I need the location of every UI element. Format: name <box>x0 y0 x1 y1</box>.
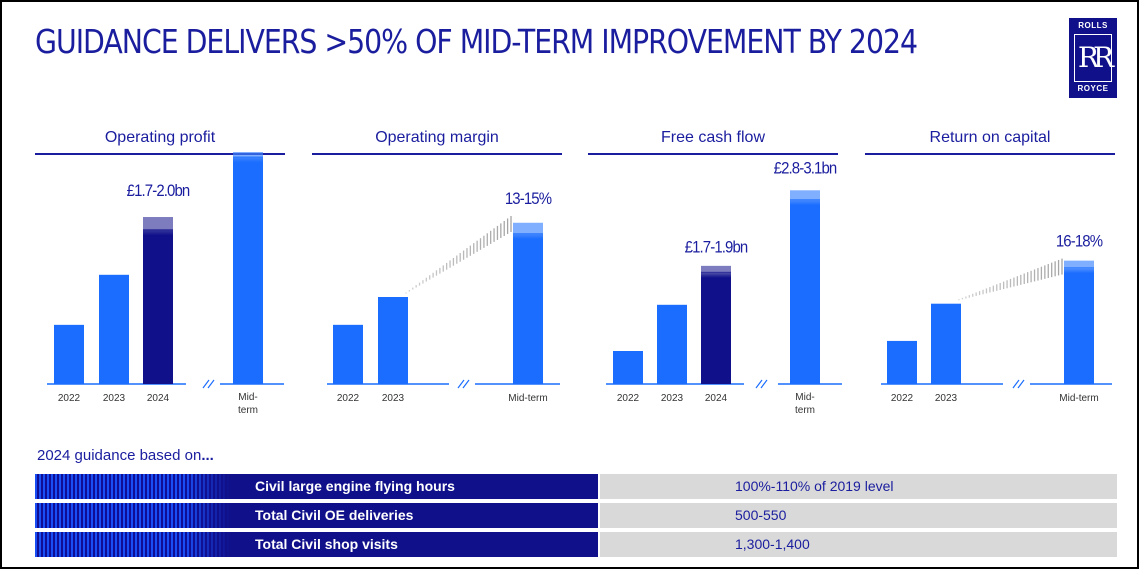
axis-break-mark <box>457 379 465 389</box>
row-label: Total Civil OE deliveries <box>255 507 414 523</box>
row-stripe-fade <box>185 503 230 528</box>
tick-label: 2022 <box>337 393 360 404</box>
axis-break-mark <box>1012 379 1020 389</box>
logo-bottom-text: ROYCE <box>1077 84 1109 93</box>
row-label-cell <box>230 503 598 528</box>
logo-top-text: ROLLS <box>1078 21 1108 30</box>
rolls-royce-logo: ROLLS RR ROYCE <box>1069 18 1117 98</box>
row-value-cell <box>600 503 1117 528</box>
data-label: 16-18% <box>1056 233 1103 251</box>
bar-2022 <box>333 324 363 384</box>
range-cap-tint <box>1064 260 1094 269</box>
tick-label: 2024 <box>147 393 170 404</box>
row-stripe-fade <box>185 532 230 557</box>
panel-title-operating-profit: Operating profit <box>104 129 216 146</box>
tick-label: 2023 <box>103 393 126 404</box>
logo-monogram-box: RR <box>1074 34 1114 82</box>
bar-2024 <box>701 271 731 384</box>
range-cap-tint <box>513 222 543 235</box>
tick-label: Mid- <box>795 392 814 403</box>
tick-label: 2022 <box>617 393 640 404</box>
bar-2023 <box>931 303 961 384</box>
panel-rule <box>312 153 562 155</box>
tick-label: 2023 <box>935 393 958 404</box>
bar-mid-term <box>790 199 820 384</box>
panel-rule <box>865 153 1115 155</box>
tick-label: Mid- <box>238 392 257 403</box>
guidance-heading-text: 2024 guidance based on <box>37 447 202 464</box>
tick-label: term <box>795 405 815 416</box>
logo-monogram: RR <box>1077 41 1114 74</box>
data-label: £1.7-2.0bn <box>127 182 190 200</box>
range-cap-tint <box>701 265 731 273</box>
data-label: 13-15% <box>505 190 552 208</box>
panel-rule <box>35 153 285 155</box>
bar-mid-term <box>1064 267 1094 384</box>
panel-title-free-cash-flow: Free cash flow <box>660 129 766 146</box>
bar-2023 <box>378 297 408 384</box>
tick-label: 2023 <box>661 393 684 404</box>
data-label: £1.7-1.9bn <box>685 239 748 257</box>
bar-2022 <box>887 340 917 384</box>
bar-2022 <box>613 351 643 384</box>
page-title: GUIDANCE DELIVERS >50% OF MID-TERM IMPRO… <box>35 22 918 61</box>
row-value-cell <box>600 532 1117 557</box>
tick-label: 2023 <box>382 393 405 404</box>
row-label-cell <box>230 532 598 557</box>
row-value-cell <box>600 474 1117 499</box>
panel-rule <box>588 153 838 155</box>
row-value: 100%-110% of 2019 level <box>735 478 894 494</box>
axis-break-mark <box>755 379 763 389</box>
tick-label: term <box>238 405 258 416</box>
tick-label: Mid-term <box>1059 393 1098 404</box>
axis-break-mark <box>1017 379 1025 389</box>
guidance-heading: 2024 guidance based on... <box>37 447 214 464</box>
row-label-cell <box>230 474 598 499</box>
data-label: £2.8-3.1bn <box>774 160 837 178</box>
panel-title-operating-margin: Operating margin <box>375 129 499 146</box>
bar-2023 <box>99 274 129 384</box>
tick-label: 2024 <box>705 393 728 404</box>
panel-title-return-on-capital: Return on capital <box>929 129 1051 146</box>
axis-break-mark <box>202 379 210 389</box>
axis-break-mark <box>462 379 470 389</box>
row-label: Total Civil shop visits <box>255 536 398 552</box>
guidance-heading-ellipsis: ... <box>201 447 214 464</box>
range-cap-tint <box>790 190 820 201</box>
tick-label: 2022 <box>891 393 914 404</box>
row-stripe-fade <box>185 474 230 499</box>
range-cap-tint <box>233 152 263 158</box>
bar-2023 <box>657 304 687 384</box>
charts-area: £1.7-2.0bn£2.5-2.8bn202220232024Mid-term… <box>47 152 1112 416</box>
row-value: 500-550 <box>735 507 787 523</box>
bar-2024 <box>143 229 173 384</box>
bar-mid-term <box>233 156 263 384</box>
range-cap-tint <box>143 217 173 231</box>
axis-break-mark <box>207 379 215 389</box>
bar-2022 <box>54 324 84 384</box>
axis-break-mark <box>760 379 768 389</box>
bar-mid-term <box>513 233 543 384</box>
tick-label: 2022 <box>58 393 81 404</box>
tick-label: Mid-term <box>508 393 547 404</box>
row-label: Civil large engine flying hours <box>255 478 455 494</box>
row-value: 1,300-1,400 <box>735 536 810 552</box>
